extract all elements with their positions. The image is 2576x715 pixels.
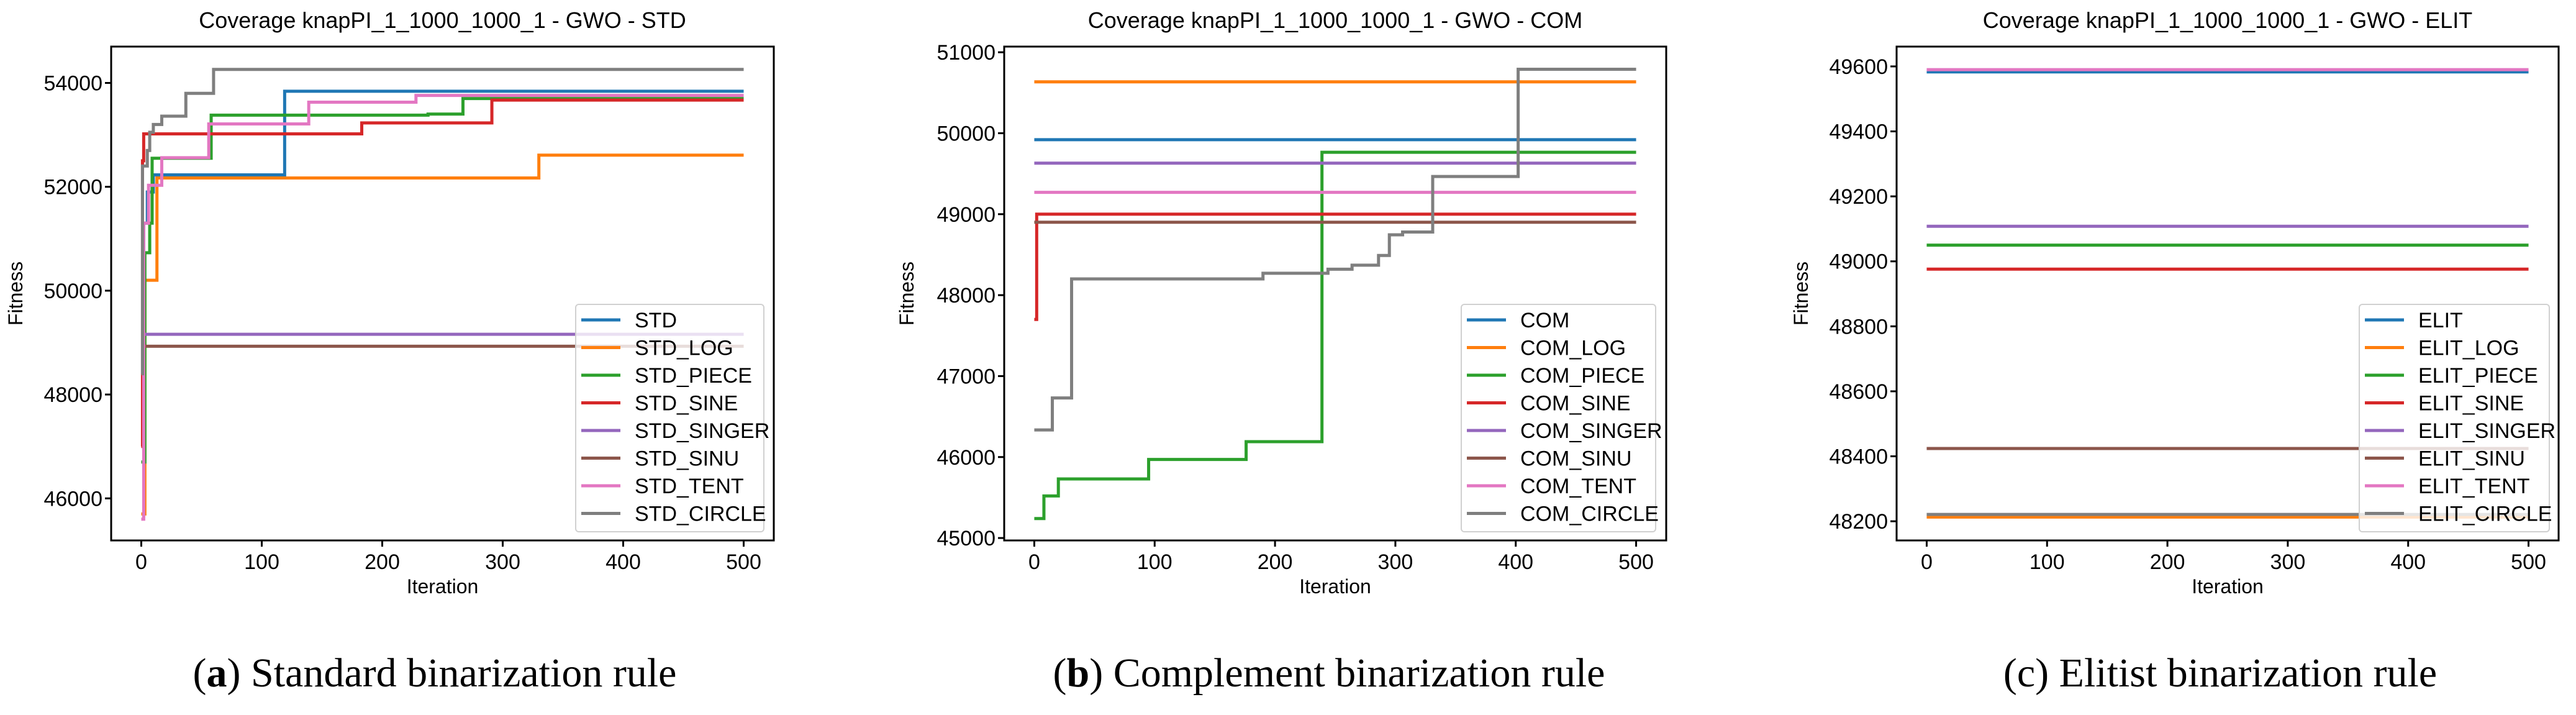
legend-box xyxy=(2359,304,2550,532)
x-tick-label: 500 xyxy=(726,550,761,574)
x-tick-label: 0 xyxy=(135,550,147,574)
y-tick-label: 48400 xyxy=(1829,445,1888,469)
x-axis-label: Iteration xyxy=(1299,575,1371,598)
y-axis-label: Fitness xyxy=(4,262,27,326)
legend-label: COM_LOG xyxy=(1520,337,1626,360)
y-tick-label: 46000 xyxy=(937,446,995,470)
series-line-std_circle xyxy=(140,68,744,376)
x-tick-label: 200 xyxy=(1258,550,1293,574)
legend-label: ELIT_TENT xyxy=(2418,475,2529,498)
caption-text: Elitist binarization rule xyxy=(2059,650,2438,696)
chart-1: Coverage knapPI_1_1000_1000_1 - GWO - CO… xyxy=(896,7,1667,598)
chart-title: Coverage knapPI_1_1000_1000_1 - GWO - ST… xyxy=(199,7,686,33)
chart-0: Coverage knapPI_1_1000_1000_1 - GWO - ST… xyxy=(4,7,775,598)
x-axis-label: Iteration xyxy=(407,575,479,598)
caption-text: Complement binarization rule xyxy=(1113,650,1605,696)
chart-title: Coverage knapPI_1_1000_1000_1 - GWO - EL… xyxy=(1983,7,2472,33)
legend-label: STD_LOG xyxy=(635,337,733,360)
caption-c: (c) Elitist binarization rule xyxy=(2003,650,2438,696)
axes-frame xyxy=(1895,45,2560,542)
legend-label: COM xyxy=(1520,309,1569,332)
legend-label: ELIT_PIECE xyxy=(2418,364,2538,388)
caption-a: (a) Standard binarization rule xyxy=(193,650,677,696)
x-tick-label: 400 xyxy=(1498,550,1533,574)
x-tick-label: 300 xyxy=(2270,550,2306,574)
chart-2: Coverage knapPI_1_1000_1000_1 - GWO - EL… xyxy=(1790,7,2560,598)
y-tick-label: 50000 xyxy=(43,280,102,303)
legend: COM COM_LOG COM_PIECE COM_SINE COM_SINGER COM… xyxy=(1461,304,1662,532)
x-tick-label: 0 xyxy=(1028,550,1040,574)
caption-label: b xyxy=(1066,650,1090,696)
series-line-std_tent xyxy=(141,94,744,521)
y-tick-label: 48200 xyxy=(1829,510,1888,534)
caption-label: a xyxy=(206,650,227,696)
y-tick-label: 50000 xyxy=(937,122,995,145)
legend-box xyxy=(1461,304,1656,532)
legend-label: ELIT_CIRCLE xyxy=(2418,503,2552,526)
legend-box xyxy=(575,304,764,532)
y-tick-label: 54000 xyxy=(43,72,102,96)
x-tick-label: 200 xyxy=(2150,550,2185,574)
x-tick-label: 100 xyxy=(244,550,279,574)
y-axis-label: Fitness xyxy=(1790,262,1812,326)
legend-label: ELIT_LOG xyxy=(2418,337,2519,360)
y-tick-label: 49000 xyxy=(937,203,995,227)
y-tick-label: 52000 xyxy=(43,176,102,199)
y-tick-label: 49200 xyxy=(1829,185,1888,209)
caption-text: Standard binarization rule xyxy=(251,650,677,696)
legend-label: STD_CIRCLE xyxy=(635,503,766,526)
legend-label: ELIT_SINE xyxy=(2418,392,2524,416)
y-tick-label: 48000 xyxy=(43,383,102,407)
x-tick-label: 400 xyxy=(2390,550,2426,574)
caption-label: c xyxy=(2016,650,2036,696)
legend-label: COM_SINE xyxy=(1520,392,1631,416)
caption-b: (b) Complement binarization rule xyxy=(1053,650,1605,696)
x-tick-label: 200 xyxy=(365,550,400,574)
y-tick-label: 48000 xyxy=(937,284,995,307)
legend-label: COM_SINGER xyxy=(1520,419,1662,443)
legend-label: STD_PIECE xyxy=(635,364,752,388)
x-tick-label: 100 xyxy=(1137,550,1172,574)
y-tick-label: 48800 xyxy=(1829,315,1888,339)
chart-title: Coverage knapPI_1_1000_1000_1 - GWO - CO… xyxy=(1088,7,1582,33)
x-tick-label: 500 xyxy=(1618,550,1654,574)
x-tick-label: 0 xyxy=(1921,550,1933,574)
y-tick-label: 49400 xyxy=(1829,121,1888,144)
series-line-com_piece xyxy=(1034,150,1636,521)
legend: ELIT ELIT_LOG ELIT_PIECE ELIT_SINE ELIT_SING… xyxy=(2359,304,2556,532)
x-tick-label: 300 xyxy=(1378,550,1413,574)
legend-label: STD_SINE xyxy=(635,392,738,416)
series-line-com_sine xyxy=(1034,212,1636,321)
legend-label: ELIT xyxy=(2418,309,2463,332)
legend-label: COM_PIECE xyxy=(1520,364,1644,388)
y-tick-label: 47000 xyxy=(937,365,995,388)
x-tick-label: 100 xyxy=(2030,550,2065,574)
legend-label: COM_SINU xyxy=(1520,447,1631,471)
legend-label: ELIT_SINGER xyxy=(2418,419,2556,443)
legend-label: STD_TENT xyxy=(635,475,744,498)
axes-frame xyxy=(110,45,775,542)
axes-frame xyxy=(1003,45,1667,542)
y-tick-label: 51000 xyxy=(937,41,995,65)
y-tick-label: 49000 xyxy=(1829,250,1888,274)
x-tick-label: 300 xyxy=(485,550,520,574)
y-axis-label: Fitness xyxy=(896,262,918,326)
y-tick-label: 45000 xyxy=(937,527,995,550)
legend-label: COM_TENT xyxy=(1520,475,1636,498)
x-axis-label: Iteration xyxy=(2192,575,2264,598)
legend-label: STD_SINU xyxy=(635,447,739,471)
legend-label: ELIT_SINU xyxy=(2418,447,2525,471)
legend-label: STD_SINGER xyxy=(635,419,769,443)
y-tick-label: 46000 xyxy=(43,487,102,511)
legend-label: COM_CIRCLE xyxy=(1520,503,1659,526)
legend-label: STD xyxy=(635,309,677,332)
x-tick-label: 500 xyxy=(2511,550,2546,574)
legend: STD STD_LOG STD_PIECE STD_SINE STD_SINGER STD… xyxy=(575,304,769,532)
series-line-com_circle xyxy=(1034,67,1636,432)
x-tick-label: 400 xyxy=(605,550,641,574)
y-tick-label: 49600 xyxy=(1829,55,1888,79)
y-tick-label: 48600 xyxy=(1829,380,1888,404)
